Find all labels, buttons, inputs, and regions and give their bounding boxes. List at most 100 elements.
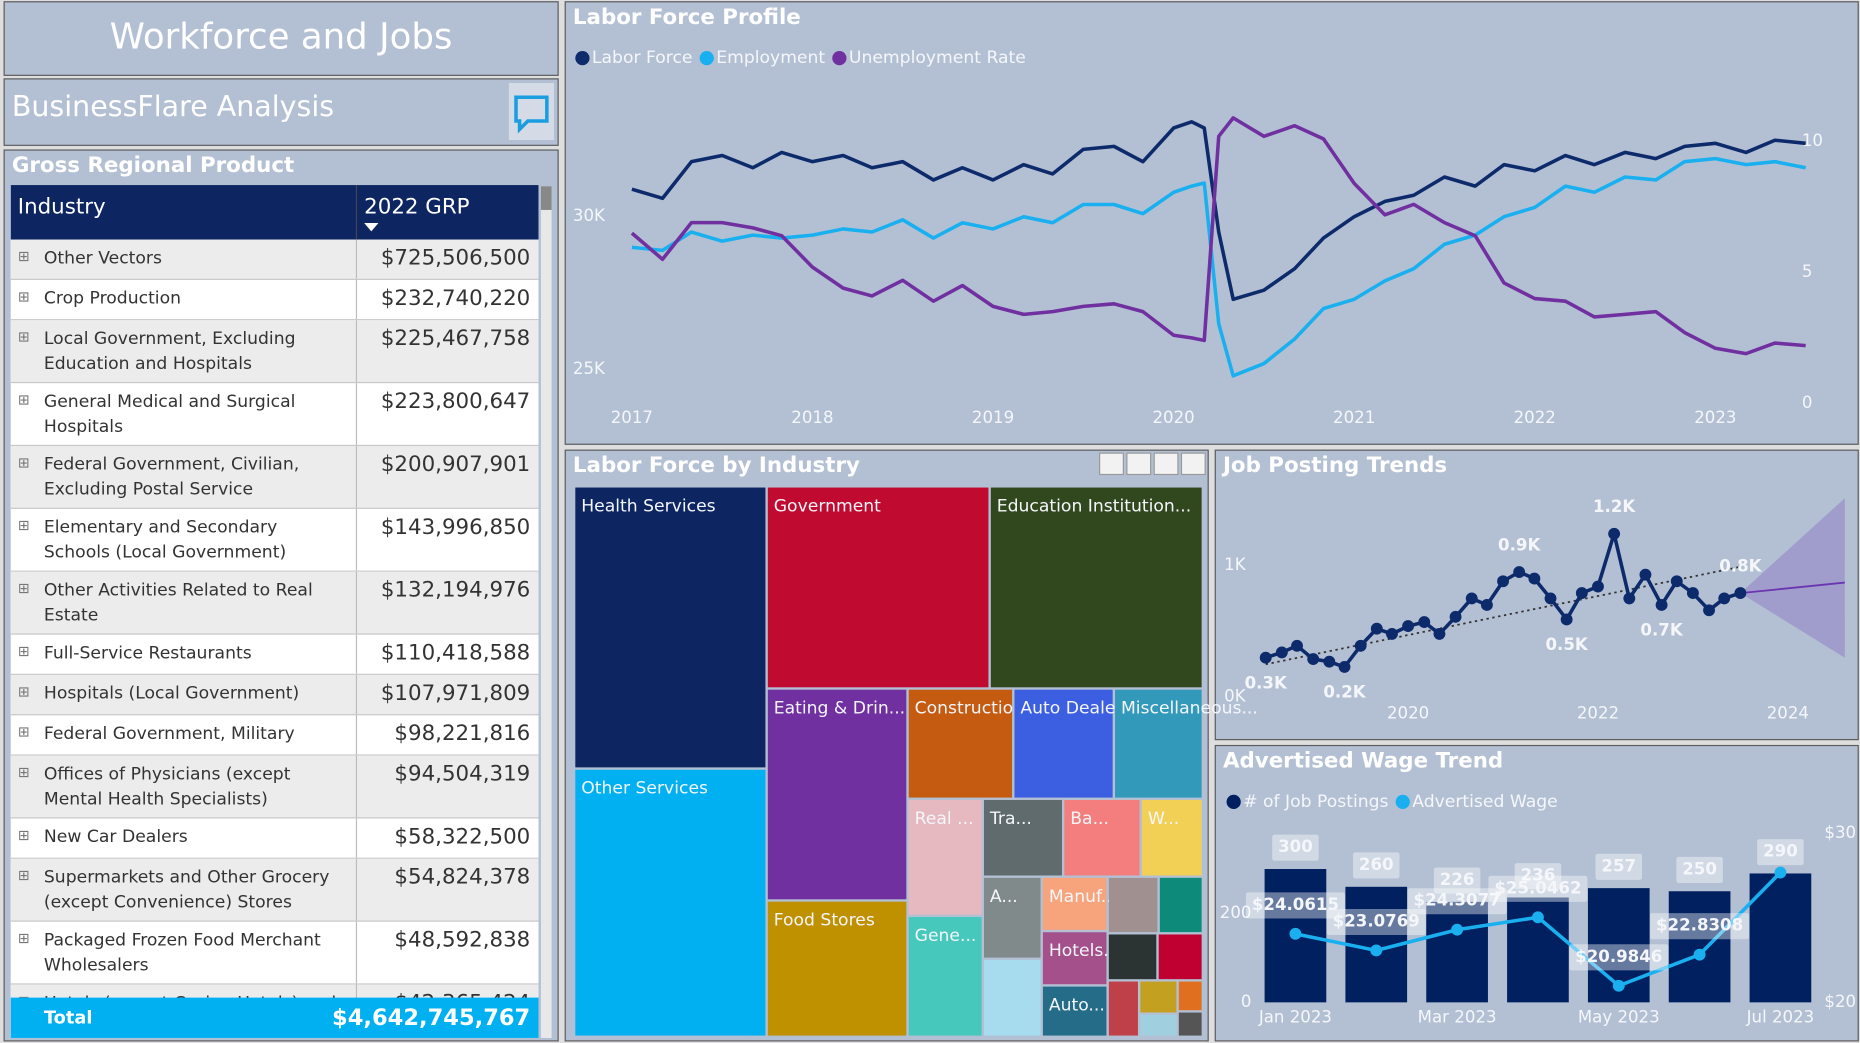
data-label: $22.8308 bbox=[1656, 916, 1743, 935]
y2-tick-label: 0 bbox=[1802, 393, 1813, 412]
table-title: Gross Regional Product bbox=[11, 153, 295, 178]
x-tick-label: 2023 bbox=[1694, 408, 1736, 427]
tile-label: Health Services bbox=[581, 497, 715, 517]
data-label-group: $23.0769 bbox=[1326, 908, 1426, 936]
x-tick-label: 2019 bbox=[972, 408, 1014, 427]
grp-table: Industry 2022 GRPOther Vectors$725,506,50… bbox=[10, 185, 539, 1038]
series-line bbox=[631, 156, 1807, 378]
data-label-group: 236 bbox=[1514, 863, 1562, 890]
total-row: Total $4,642,745,767 bbox=[10, 997, 539, 1038]
x-tick-label: 2024 bbox=[1767, 704, 1809, 723]
y-tick-label: 1K bbox=[1224, 555, 1247, 574]
data-label: 0.3K bbox=[1245, 673, 1288, 692]
grp-cell: $132,194,976 bbox=[355, 571, 539, 634]
y2-tick-label: 10 bbox=[1802, 131, 1823, 150]
scroll-thumb[interactable] bbox=[540, 186, 552, 210]
treemap-tile bbox=[984, 959, 1041, 1036]
table-row[interactable]: Packaged Frozen Food Merchant Wholesaler… bbox=[10, 921, 539, 985]
data-label: 0.8K bbox=[1719, 557, 1762, 576]
data-label-group: 226 bbox=[1433, 867, 1481, 894]
data-label-box bbox=[1757, 839, 1804, 866]
point bbox=[1670, 575, 1683, 588]
expand-icon[interactable] bbox=[1153, 452, 1179, 476]
treemap-tile bbox=[575, 769, 766, 1036]
total-label: Total bbox=[43, 1007, 93, 1029]
table-row[interactable]: Local Government, Excluding Education an… bbox=[10, 320, 539, 384]
table-row[interactable]: Crop Production$232,740,220 bbox=[10, 279, 539, 321]
trend-line bbox=[1265, 565, 1741, 666]
wage-point bbox=[1370, 944, 1383, 957]
treemap-tile bbox=[984, 877, 1041, 958]
point bbox=[1433, 628, 1446, 640]
data-label-box bbox=[1569, 944, 1669, 971]
point bbox=[1718, 592, 1731, 605]
legend-label: Labor Force bbox=[592, 48, 693, 68]
grp-cell: $232,740,220 bbox=[355, 279, 539, 320]
filter-icon[interactable] bbox=[1126, 452, 1152, 476]
data-label: 257 bbox=[1601, 856, 1636, 875]
comment-button[interactable] bbox=[508, 83, 554, 140]
point bbox=[1307, 653, 1320, 665]
treemap-tile bbox=[908, 917, 982, 1036]
tile-label: Auto... bbox=[1049, 996, 1105, 1016]
table-row[interactable]: Supermarkets and Other Grocery (except C… bbox=[10, 858, 539, 922]
tile-label: Other Services bbox=[581, 779, 708, 799]
x-tick-label: Mar 2023 bbox=[1418, 1007, 1497, 1026]
x-tick-label: 2022 bbox=[1514, 408, 1556, 427]
data-label: $20.9846 bbox=[1575, 947, 1662, 966]
y-tick-label: 200 bbox=[1220, 903, 1252, 922]
series-line bbox=[630, 116, 1806, 356]
legend-label: Employment bbox=[716, 48, 825, 68]
point bbox=[1480, 599, 1493, 611]
industry-cell: New Car Dealers bbox=[11, 818, 356, 857]
data-label-box bbox=[1433, 867, 1481, 894]
data-label: $24.0615 bbox=[1252, 895, 1339, 914]
point bbox=[1402, 620, 1415, 632]
scrollbar[interactable] bbox=[540, 186, 552, 1038]
treemap-tile bbox=[767, 487, 989, 688]
data-label-group: $20.9846 bbox=[1569, 944, 1669, 971]
data-label: 0.5K bbox=[1546, 635, 1589, 654]
industry-cell: Supermarkets and Other Grocery (except C… bbox=[11, 859, 356, 921]
treemap-tile bbox=[1140, 1014, 1177, 1036]
grp-cell: $94,504,319 bbox=[355, 755, 539, 818]
sort-arrow[interactable] bbox=[364, 223, 381, 232]
point bbox=[1528, 572, 1541, 585]
point bbox=[1608, 527, 1621, 540]
grp-cell: $48,592,838 bbox=[355, 921, 539, 984]
grp-cell: $225,467,758 bbox=[355, 320, 539, 382]
grp-cell: $107,971,809 bbox=[355, 674, 539, 715]
wage-point bbox=[1451, 923, 1464, 936]
dashboard-title: Workforce and Jobs bbox=[109, 16, 453, 59]
grp-cell: $110,418,588 bbox=[355, 634, 539, 674]
more-icon[interactable] bbox=[1180, 452, 1206, 476]
x-tick-label: 2020 bbox=[1152, 408, 1194, 427]
wage-point bbox=[1532, 911, 1544, 924]
data-label: $25.0462 bbox=[1494, 878, 1581, 897]
title-panel: Workforce and Jobs bbox=[3, 1, 559, 76]
data-label: 290 bbox=[1763, 842, 1798, 861]
table-row[interactable]: Other Activities Related to Real Estate$… bbox=[10, 571, 539, 635]
panel-title: Labor Force by Industry bbox=[573, 453, 860, 478]
industry-cell: Local Government, Excluding Education an… bbox=[11, 320, 356, 382]
point bbox=[1592, 580, 1604, 593]
data-label-box bbox=[1353, 852, 1400, 879]
visual-header-icons bbox=[1099, 452, 1206, 476]
table-row[interactable]: Federal Government, Civilian, Excluding … bbox=[10, 446, 539, 509]
data-label: 226 bbox=[1440, 870, 1475, 889]
table-body: Other Vectors$725,506,500Crop Production… bbox=[10, 239, 539, 1038]
dashboard-subtitle: BusinessFlare Analysis bbox=[11, 90, 335, 124]
grp-cell: $725,506,500 bbox=[355, 239, 539, 279]
wage-point bbox=[1774, 866, 1787, 879]
legend-marker bbox=[575, 51, 590, 66]
focus-icon[interactable] bbox=[1099, 452, 1124, 476]
legend-label: Unemployment Rate bbox=[849, 48, 1026, 68]
y-tick-label: 30K bbox=[573, 206, 606, 225]
y-tick-label: 0 bbox=[1241, 992, 1252, 1011]
point bbox=[1259, 651, 1272, 664]
table-row[interactable]: Other Vectors$725,506,500 bbox=[10, 239, 539, 280]
treemap-tile bbox=[1178, 981, 1202, 1011]
